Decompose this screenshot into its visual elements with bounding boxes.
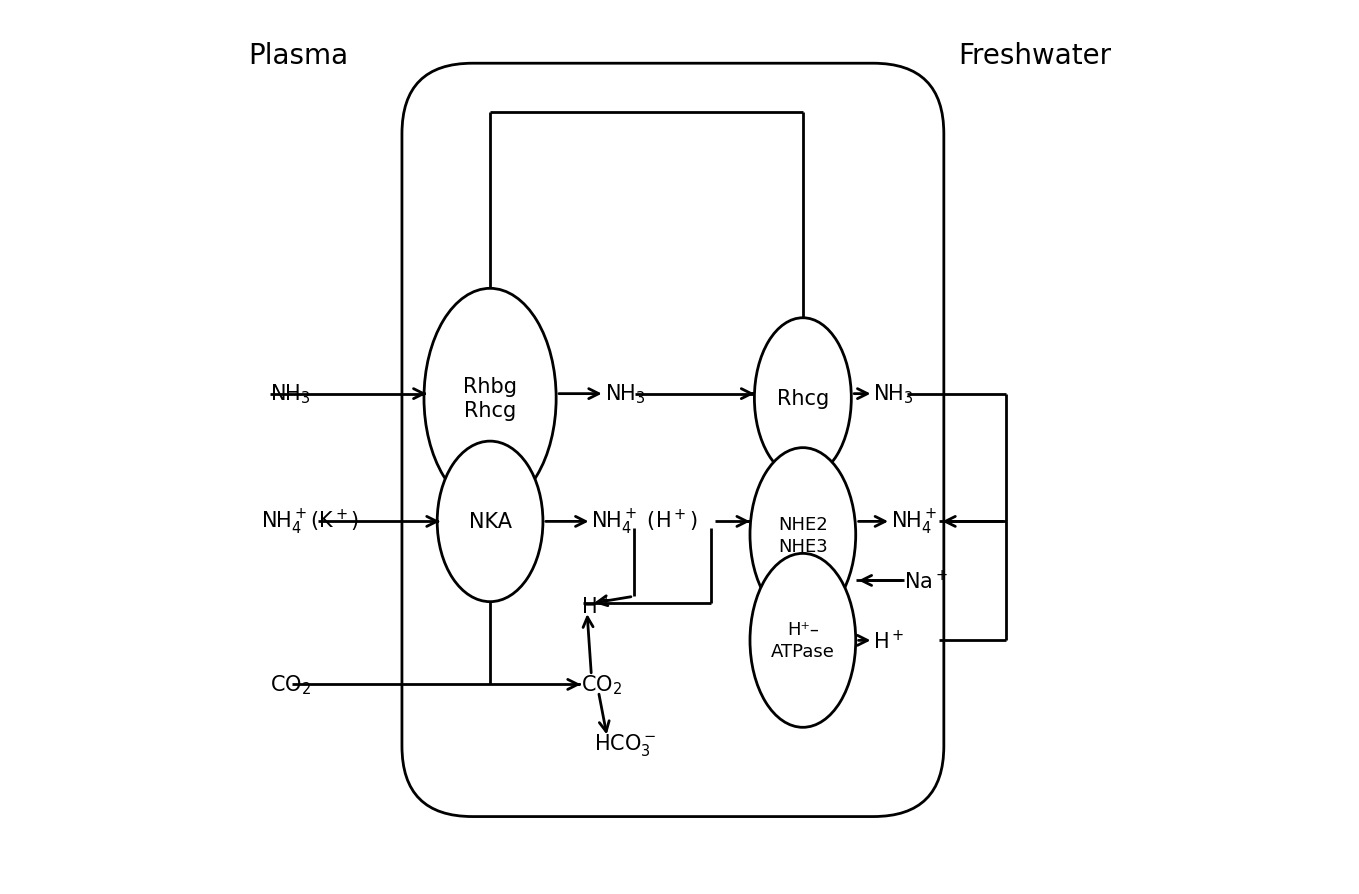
Text: NH$_4^+$(K$^+$): NH$_4^+$(K$^+$) bbox=[261, 507, 359, 536]
Text: H$^+$: H$^+$ bbox=[874, 629, 905, 653]
Ellipse shape bbox=[438, 442, 544, 602]
Text: H$^+$: H$^+$ bbox=[580, 594, 612, 617]
Text: NH$_3$: NH$_3$ bbox=[270, 383, 311, 406]
Text: NH$_3$: NH$_3$ bbox=[605, 383, 646, 406]
Ellipse shape bbox=[754, 318, 851, 479]
Text: Plasma: Plasma bbox=[247, 42, 348, 70]
Ellipse shape bbox=[424, 289, 556, 508]
Text: Rhcg: Rhcg bbox=[777, 389, 829, 409]
Text: NH$_4^+$ (H$^+$): NH$_4^+$ (H$^+$) bbox=[591, 507, 699, 536]
Text: NKA: NKA bbox=[469, 512, 511, 532]
Text: Rhbg
Rhcg: Rhbg Rhcg bbox=[463, 376, 516, 421]
Ellipse shape bbox=[750, 553, 856, 728]
Text: H⁺–
ATPase: H⁺– ATPase bbox=[771, 620, 834, 661]
Text: HCO$_3^-$: HCO$_3^-$ bbox=[594, 731, 656, 757]
Text: NHE2
NHE3: NHE2 NHE3 bbox=[777, 515, 828, 555]
Ellipse shape bbox=[750, 448, 856, 622]
Text: NH$_3$: NH$_3$ bbox=[874, 383, 915, 406]
Text: Freshwater: Freshwater bbox=[958, 42, 1112, 70]
Text: Na$^+$: Na$^+$ bbox=[904, 569, 949, 593]
Text: NH$_4^+$: NH$_4^+$ bbox=[892, 507, 938, 536]
Text: CO$_2$: CO$_2$ bbox=[580, 673, 622, 696]
Text: CO$_2$: CO$_2$ bbox=[270, 673, 311, 696]
